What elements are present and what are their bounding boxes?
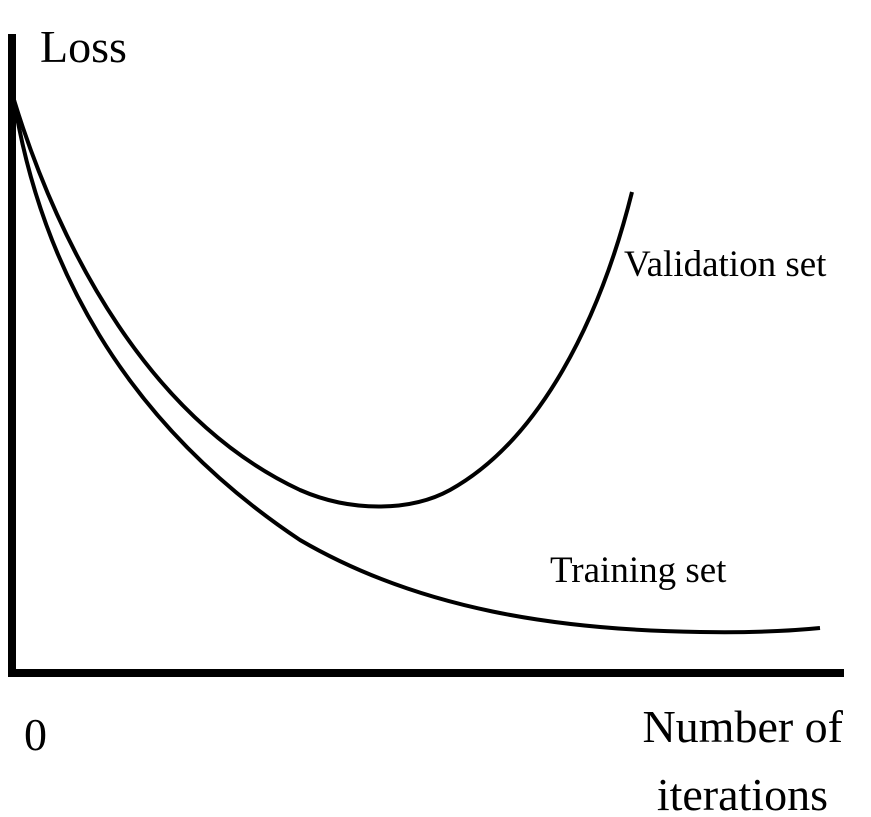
validation-curve xyxy=(12,99,634,509)
y-axis-label: Loss xyxy=(40,21,127,72)
x-axis-label: Number of xyxy=(642,701,843,752)
training-curve xyxy=(12,99,821,635)
origin-label: 0 xyxy=(24,709,47,760)
curve-label: Training set xyxy=(550,550,727,591)
curve-label: Validation set xyxy=(624,244,827,285)
x-axis-label: iterations xyxy=(657,769,828,817)
